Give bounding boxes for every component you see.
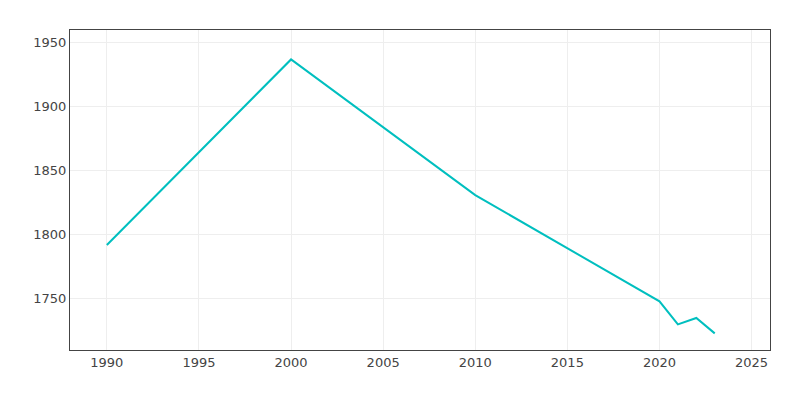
svg-text:1950: 1950 [33, 35, 66, 50]
svg-text:1750: 1750 [33, 291, 66, 306]
svg-text:2000: 2000 [275, 355, 308, 370]
svg-text:2005: 2005 [367, 355, 400, 370]
svg-text:2010: 2010 [459, 355, 492, 370]
svg-text:2015: 2015 [551, 355, 584, 370]
svg-text:2025: 2025 [735, 355, 768, 370]
svg-text:1990: 1990 [90, 355, 123, 370]
svg-text:1995: 1995 [182, 355, 215, 370]
svg-text:2020: 2020 [643, 355, 676, 370]
svg-text:1900: 1900 [33, 99, 66, 114]
svg-text:1800: 1800 [33, 227, 66, 242]
svg-text:1850: 1850 [33, 163, 66, 178]
